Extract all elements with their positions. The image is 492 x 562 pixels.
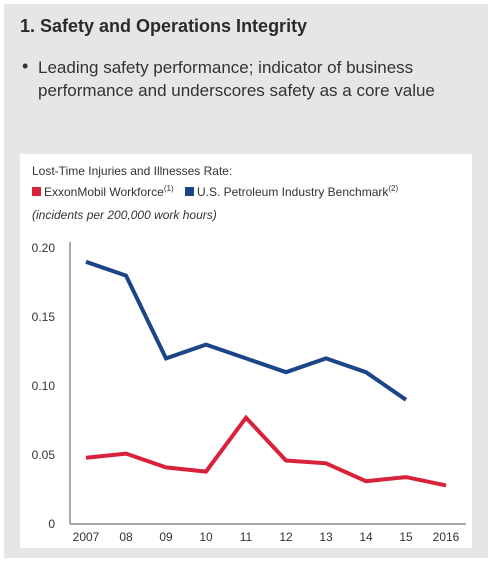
x-tick-label: 08: [119, 530, 133, 544]
y-tick-label: 0.15: [32, 310, 56, 324]
series-line-benchmark: [85, 259, 408, 402]
y-tick-label: 0: [48, 517, 55, 531]
legend-swatch-benchmark: [184, 187, 194, 196]
x-tick-label: 2016: [433, 530, 460, 544]
chart-legend: ExxonMobil Workforce(1) U.S. Petroleum I…: [32, 184, 406, 199]
y-tick-label: 0.05: [32, 448, 56, 462]
x-tick-label: 09: [159, 530, 173, 544]
y-tick-label: 0.20: [32, 241, 56, 255]
section-title: 1. Safety and Operations Integrity: [20, 16, 308, 36]
bullet-dot: •: [22, 56, 29, 76]
section-panel: 1. Safety and Operations Integrity • Lea…: [4, 4, 488, 558]
chart-card: Lost-Time Injuries and Illnesses Rate: E…: [20, 154, 472, 548]
legend-footnote-benchmark: (2): [388, 184, 399, 193]
chart-unit-note: (incidents per 200,000 work hours): [32, 208, 217, 222]
legend-swatch-exxonmobil: [32, 187, 41, 196]
y-tick-label: 0.10: [32, 379, 56, 393]
x-tick-label: 2007: [73, 530, 100, 544]
series-line-exxonmobil: [85, 414, 447, 488]
legend-label-exxonmobil: ExxonMobil Workforce: [44, 185, 164, 199]
legend-footnote-exxonmobil: (1): [163, 184, 174, 193]
x-tick-label: 15: [399, 530, 413, 544]
legend-item-exxonmobil: ExxonMobil Workforce(1): [32, 184, 174, 199]
x-tick-label: 11: [240, 530, 253, 544]
bullet-text: Leading safety performance; indicator of…: [38, 58, 435, 100]
legend-item-benchmark: U.S. Petroleum Industry Benchmark(2): [184, 184, 399, 199]
chart-title: Lost-Time Injuries and Illnesses Rate:: [32, 164, 233, 178]
x-tick-label: 12: [279, 530, 293, 544]
x-tick-label: 10: [199, 530, 213, 544]
x-tick-label: 13: [319, 530, 333, 544]
legend-label-benchmark: U.S. Petroleum Industry Benchmark: [196, 185, 389, 199]
x-tick-label: 14: [359, 530, 373, 544]
line-chart: 0 0.05 0.10 0.15 0.20 2007 08 09 10 11 12 13 14 15 201…: [32, 241, 466, 544]
